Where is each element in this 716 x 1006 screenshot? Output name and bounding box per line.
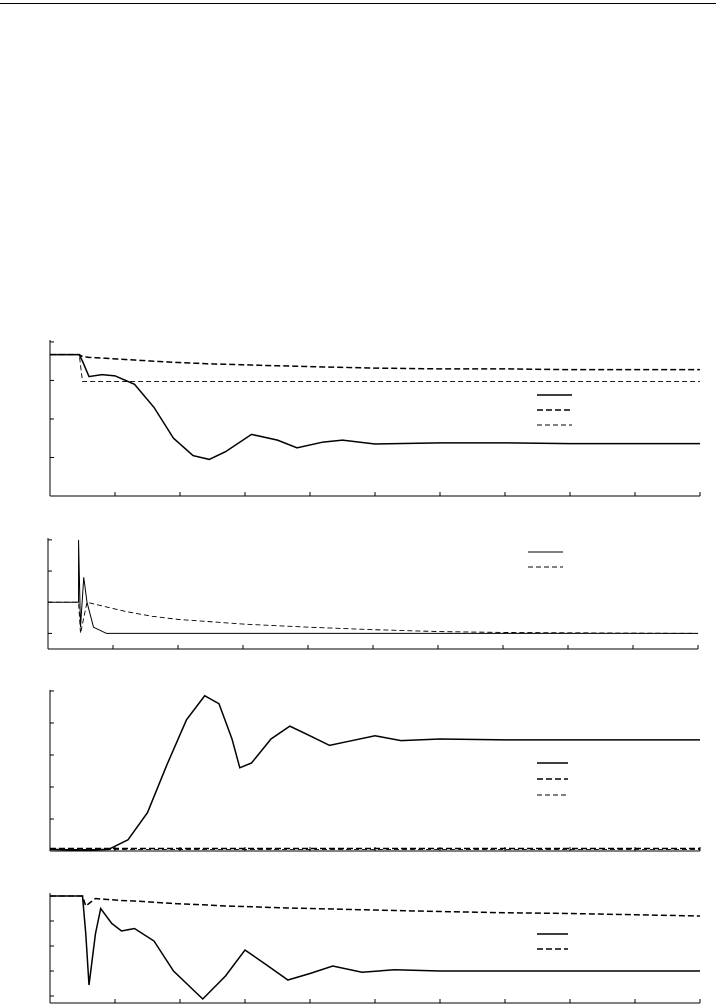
series-line [50,353,700,371]
series-line [50,353,700,461]
series-line [50,895,700,1001]
series-line [48,539,698,634]
series-line [48,601,699,634]
series-line [49,694,700,851]
series-line [50,895,701,917]
